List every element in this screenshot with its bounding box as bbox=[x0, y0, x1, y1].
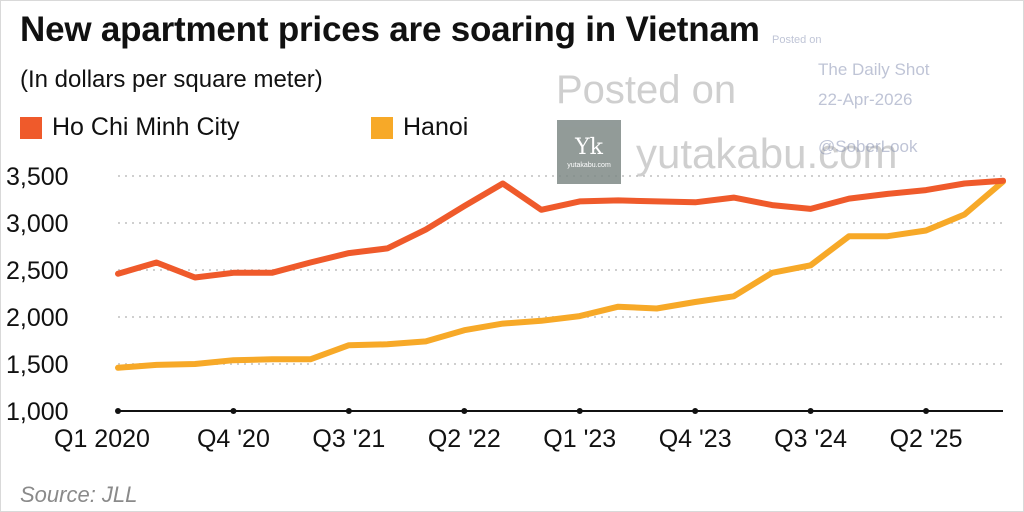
watermark-site: yutakabu.com bbox=[636, 130, 898, 177]
x-tick-label: Q4 '23 bbox=[659, 425, 732, 453]
x-tick-mark bbox=[230, 408, 237, 414]
x-tick-label: Q3 '24 bbox=[774, 425, 847, 453]
x-tick-mark bbox=[461, 408, 468, 414]
chart-subtitle: (In dollars per square meter) bbox=[20, 66, 323, 93]
x-tick-mark bbox=[692, 408, 699, 414]
watermark-tiny: Posted on bbox=[772, 34, 822, 46]
y-tick-label: 1,500 bbox=[6, 351, 69, 379]
watermark-daily-shot: The Daily Shot bbox=[818, 60, 930, 79]
x-tick-label: Q2 '25 bbox=[890, 425, 963, 453]
watermark-handle: @SoberLook bbox=[818, 137, 918, 156]
legend-swatch-hanoi bbox=[371, 116, 393, 139]
series-line-hcmc bbox=[115, 177, 1006, 281]
x-tick-mark bbox=[807, 408, 814, 414]
x-tick-mark bbox=[923, 408, 930, 414]
x-tick-mark bbox=[345, 408, 352, 414]
x-tick-label: Q3 '21 bbox=[312, 425, 385, 453]
x-tick-label: Q4 '20 bbox=[197, 425, 270, 453]
legend-item-hcmc: Ho Chi Minh City bbox=[20, 113, 240, 142]
y-tick-label: 2,000 bbox=[6, 304, 69, 332]
x-tick-label: Q1 '23 bbox=[543, 425, 616, 453]
y-tick-label: 3,500 bbox=[6, 163, 69, 191]
source-note: Source: JLL bbox=[20, 482, 138, 507]
x-tick-mark bbox=[576, 408, 583, 414]
x-tick-label: Q2 '22 bbox=[428, 425, 501, 453]
legend-label-hanoi: Hanoi bbox=[403, 113, 469, 141]
watermark-posted: Posted on bbox=[556, 68, 737, 112]
x-tick-label: Q1 2020 bbox=[54, 425, 150, 453]
watermark-logo-domain: yutakabu.com bbox=[567, 161, 611, 169]
legend-label-hcmc: Ho Chi Minh City bbox=[52, 113, 240, 141]
watermark-logo: Yk yutakabu.com bbox=[557, 120, 621, 184]
series-line-hanoi bbox=[115, 178, 1006, 371]
chart-title: New apartment prices are soaring in Viet… bbox=[20, 10, 760, 49]
x-tick-mark bbox=[115, 408, 121, 414]
watermark-date: 22-Apr-2026 bbox=[818, 90, 913, 109]
legend-swatch-hcmc bbox=[20, 116, 42, 139]
watermark-logo-mark: Yk bbox=[575, 134, 603, 160]
y-tick-label: 3,000 bbox=[6, 210, 69, 238]
legend-item-hanoi: Hanoi bbox=[371, 113, 468, 142]
y-tick-label: 1,000 bbox=[6, 398, 69, 426]
y-tick-label: 2,500 bbox=[6, 257, 69, 285]
